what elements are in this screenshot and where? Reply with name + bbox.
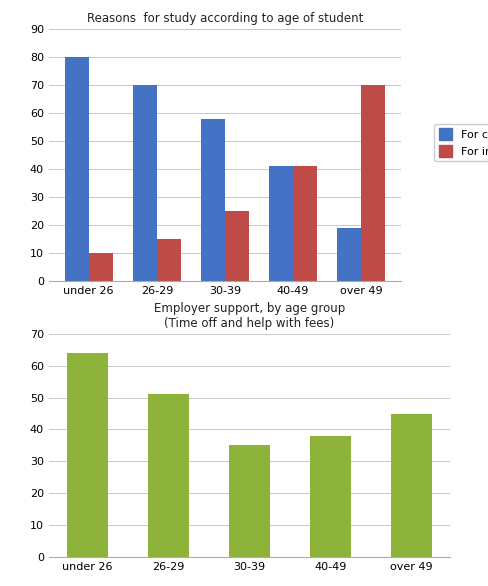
Bar <box>229 445 269 557</box>
Bar <box>67 353 107 557</box>
Bar <box>88 253 112 281</box>
Bar <box>337 228 361 281</box>
Bar <box>133 86 157 281</box>
Title: Employer support, by age group
(Time off and help with fees): Employer support, by age group (Time off… <box>153 302 345 330</box>
Bar <box>65 57 88 281</box>
Bar <box>292 166 316 281</box>
Legend: For career, For interest: For career, For interest <box>433 124 488 161</box>
Bar <box>361 86 384 281</box>
Bar <box>309 436 350 557</box>
Title: Reasons  for study according to age of student: Reasons for study according to age of st… <box>86 12 363 25</box>
Bar <box>390 414 431 557</box>
Bar <box>269 166 292 281</box>
Bar <box>148 394 188 557</box>
Bar <box>157 239 180 281</box>
Bar <box>201 119 224 281</box>
Bar <box>224 212 248 281</box>
